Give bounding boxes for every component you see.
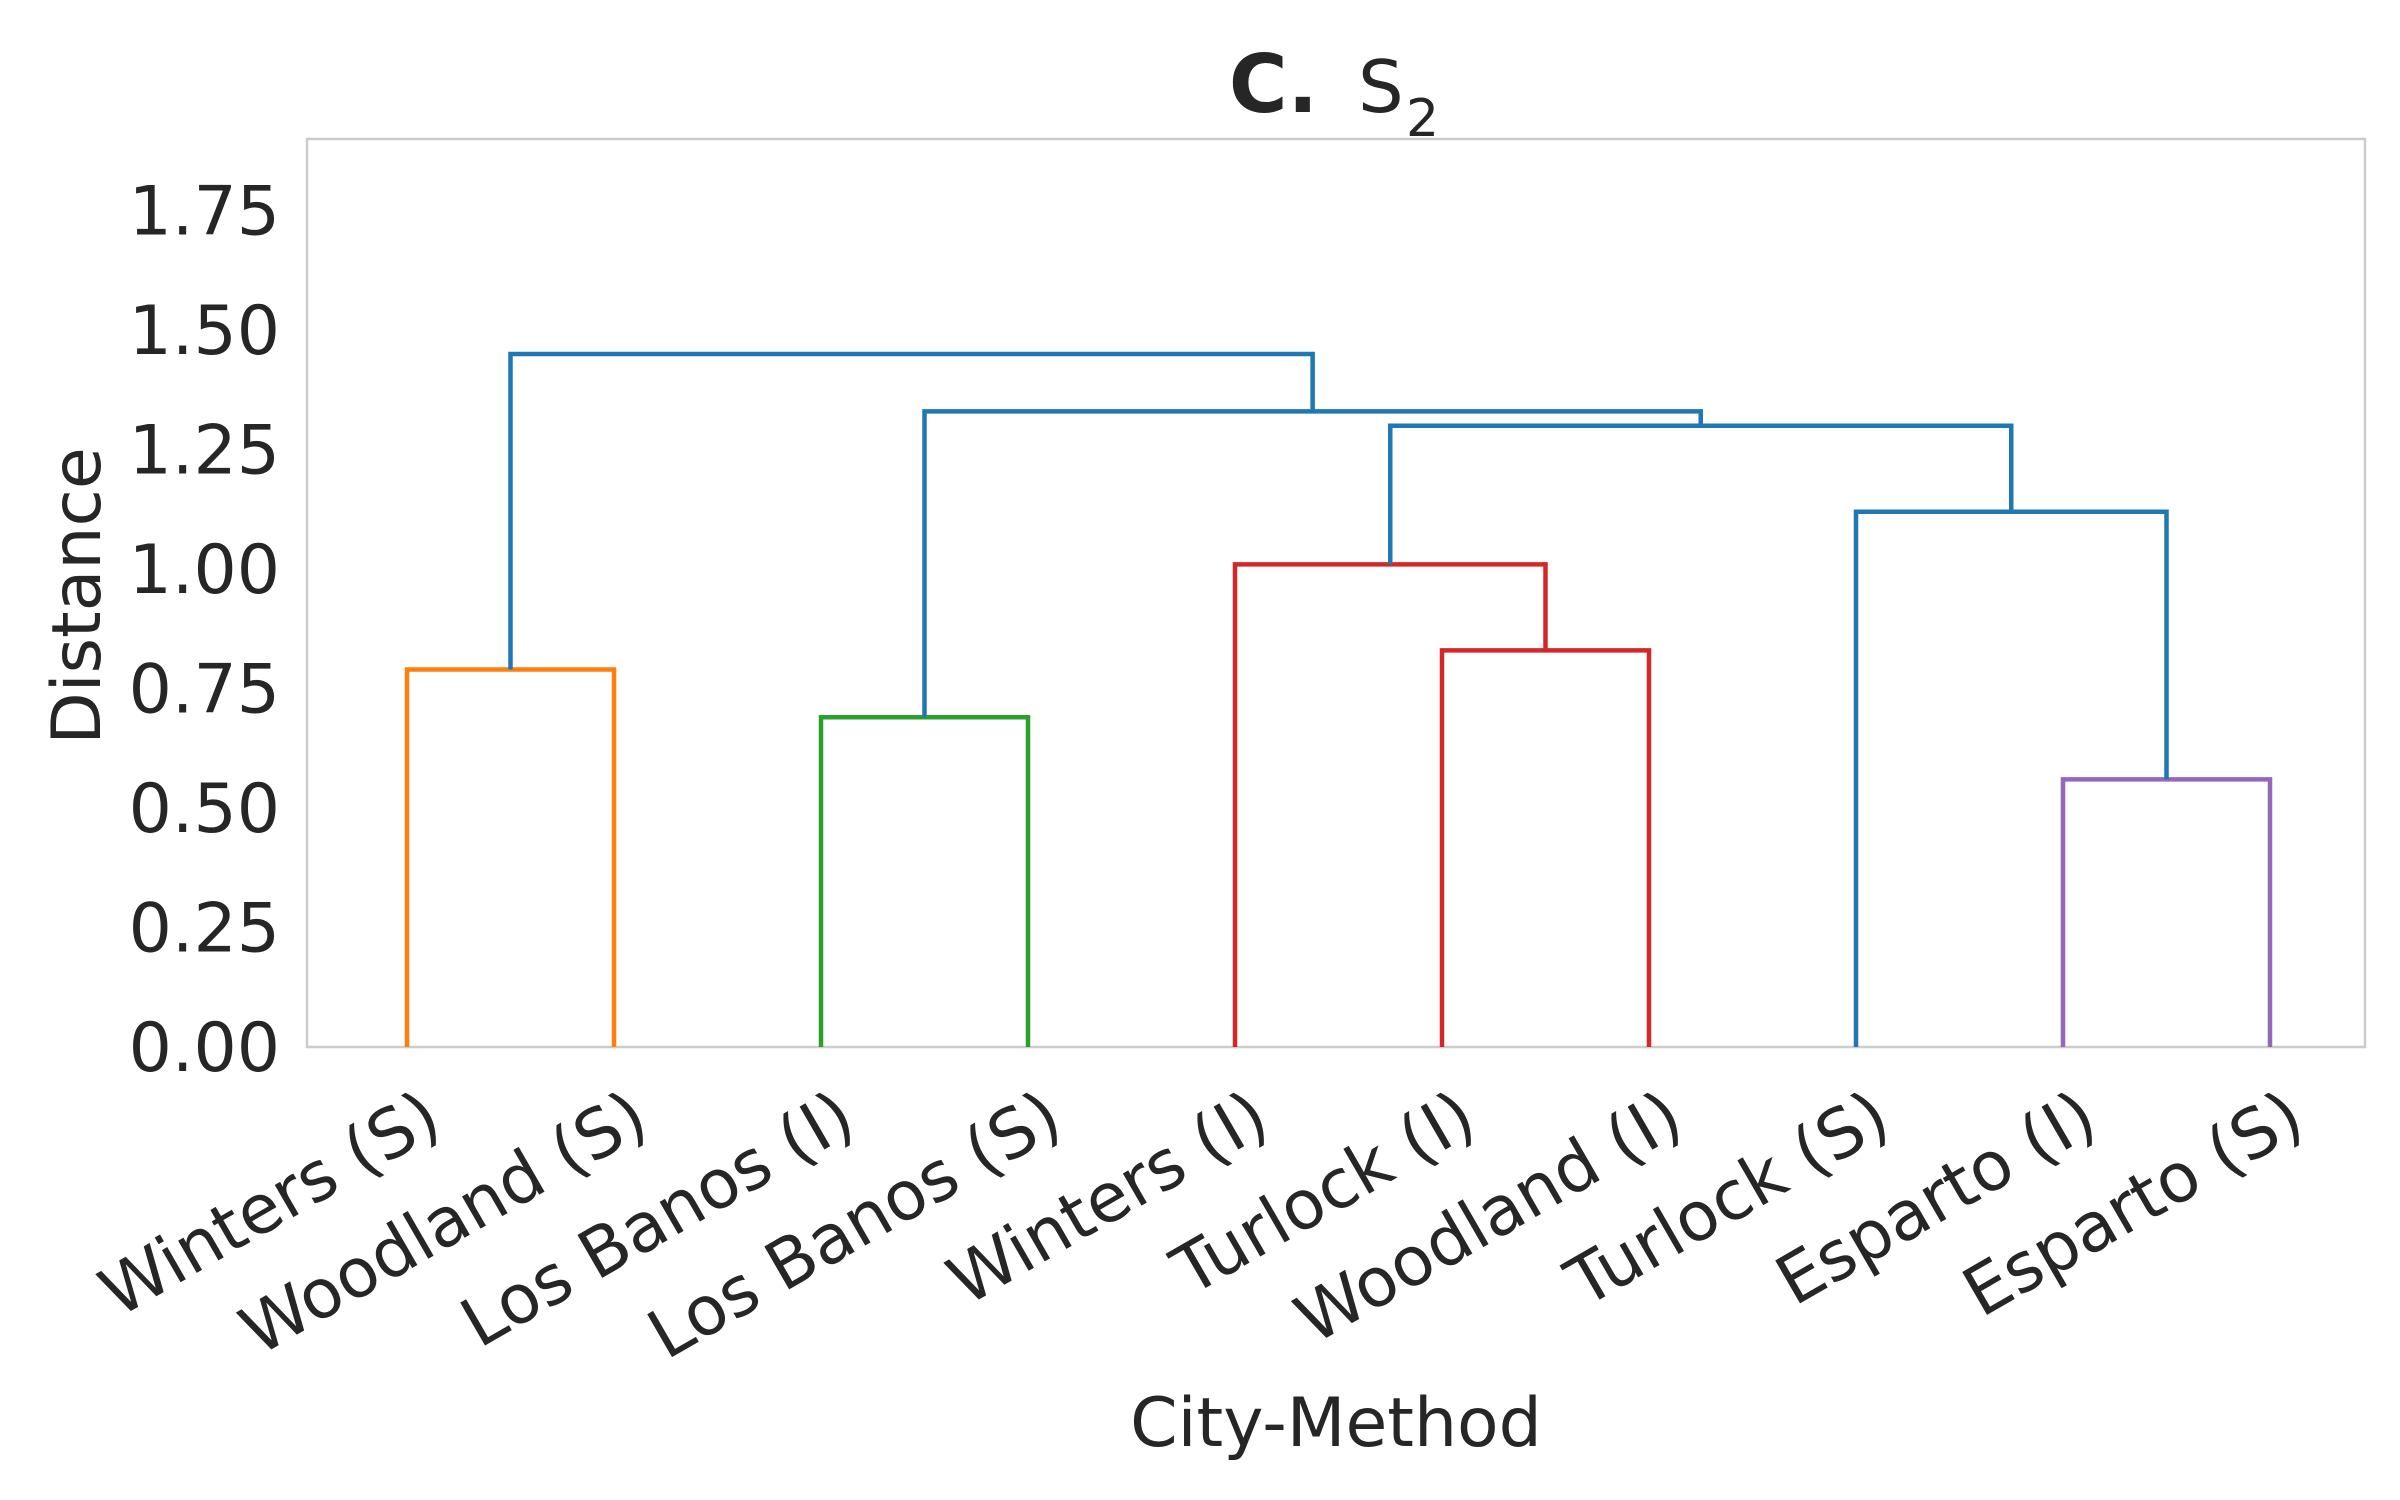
y-tick-label: 1.50 [129,292,280,371]
y-tick-label: 1.00 [129,531,280,610]
y-axis-ticks: 0.00 0.25 0.50 0.75 1.00 1.25 1.50 1.75 [129,173,280,1088]
dendrogram-link [2060,777,2273,1047]
y-tick-label: 1.75 [129,173,280,252]
x-axis-label: City-Method [1130,1384,1542,1463]
dendrogram-link [1232,562,1548,1047]
plot-frame [305,137,2367,1049]
dendrogram-link [818,715,1031,1047]
dendrogram-link [508,351,1315,670]
y-tick-label: 0.50 [129,770,280,849]
y-tick-label: 0.25 [129,890,280,969]
dendrogram-link [1388,423,2014,565]
x-axis-ticks: Winters (S)Woodland (S)Los Banos (I)Los … [87,1076,2316,1375]
dendrogram-link [404,667,617,1047]
y-axis-label: Distance [38,447,117,744]
dendrogram-link [1439,648,1652,1047]
dendrogram-link [1853,509,2169,1047]
dendrogram-links [404,351,2273,1047]
y-tick-label: 1.25 [129,412,280,491]
chart-title-prefix: C. [1229,38,1318,131]
chart-title-main: S [1358,45,1404,129]
y-tick-label: 0.00 [129,1009,280,1088]
y-tick-label: 0.75 [129,651,280,730]
